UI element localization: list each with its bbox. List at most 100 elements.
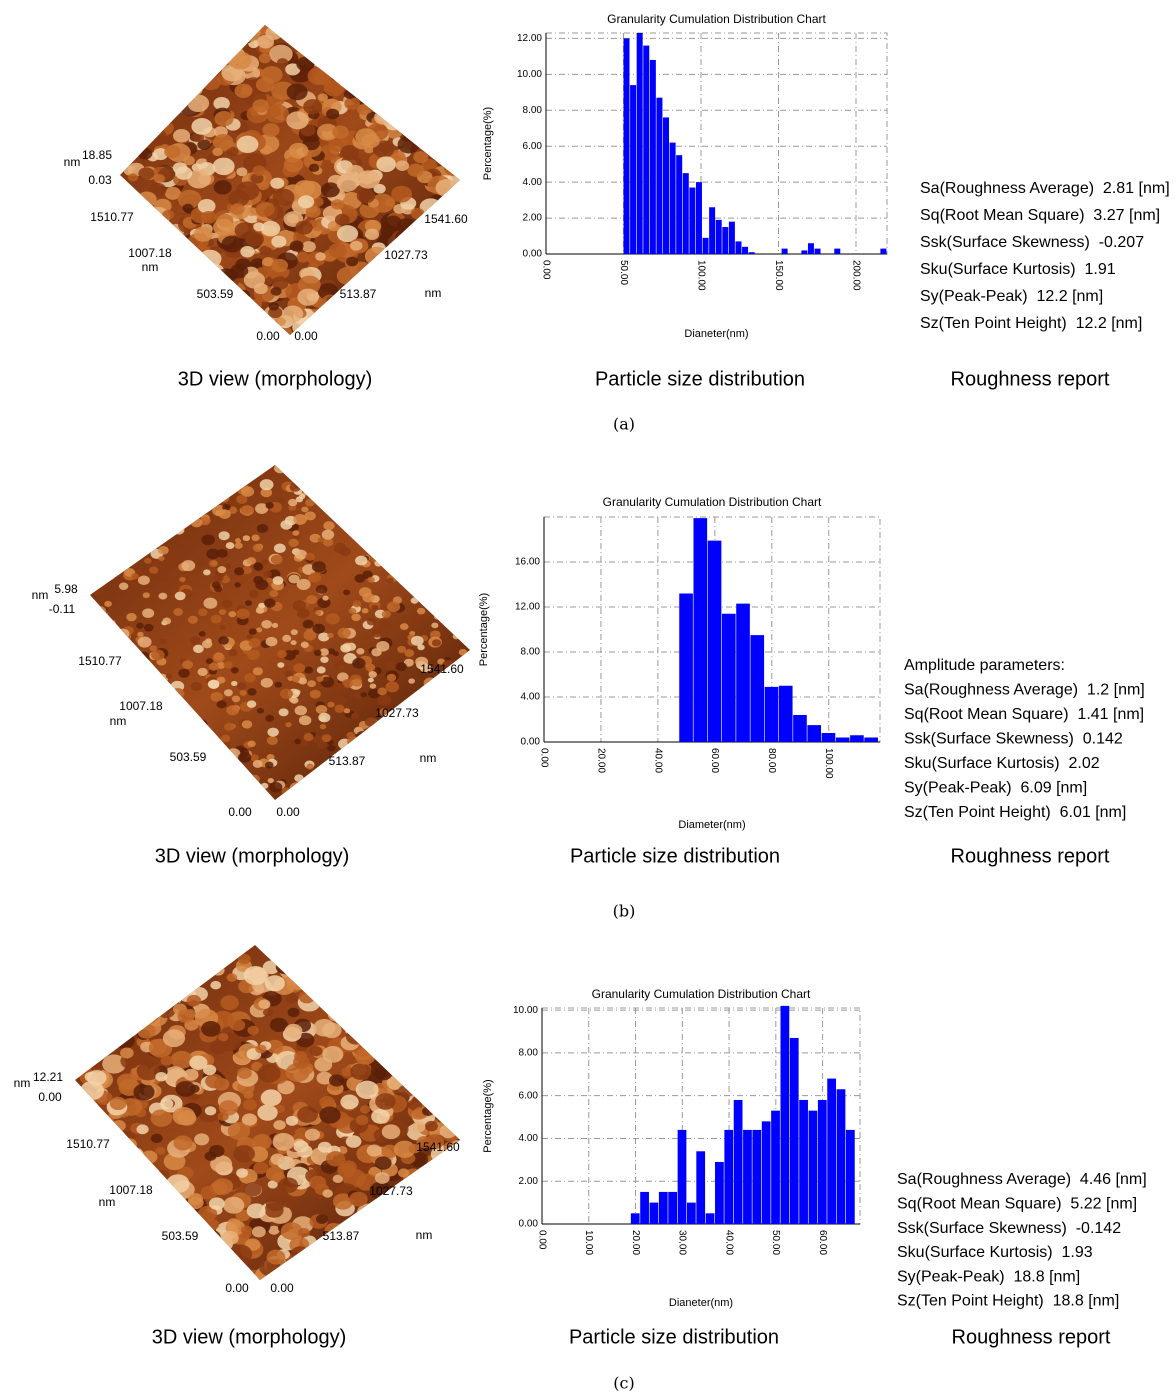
bar xyxy=(733,1099,743,1224)
surface-grain xyxy=(212,653,225,663)
surface-grain xyxy=(296,578,311,591)
surface-grain xyxy=(219,625,226,630)
surface-grain xyxy=(400,561,412,571)
surface-grain xyxy=(439,471,447,478)
bar xyxy=(742,246,749,254)
surface-grain xyxy=(392,1032,407,1044)
surface-grain xyxy=(178,668,190,678)
surface-grain xyxy=(395,160,410,171)
surface-grain xyxy=(401,323,425,335)
surface-grain xyxy=(128,1197,153,1217)
surface-grain xyxy=(270,554,283,565)
surface-grain xyxy=(348,982,364,995)
surface-grain xyxy=(164,278,187,296)
surface-grain xyxy=(382,513,389,519)
surface-grain xyxy=(439,316,460,334)
surface-grain xyxy=(265,1195,286,1212)
surface-grain xyxy=(226,762,238,772)
surface-grain xyxy=(260,487,273,498)
surface-grain xyxy=(195,555,209,566)
surface-grain xyxy=(265,1166,284,1182)
surface-grain xyxy=(319,648,329,656)
surface-grain xyxy=(343,708,351,714)
surface-grain xyxy=(428,114,452,133)
surface-grain xyxy=(453,481,463,489)
surface-grain xyxy=(336,479,345,486)
surface-grain xyxy=(120,108,136,122)
surface-grain xyxy=(441,1163,457,1176)
report-line: Sy(Peak-Peak) 6.09 [nm] xyxy=(904,780,1087,797)
surface-grain xyxy=(453,487,467,498)
bar xyxy=(864,737,878,742)
surface-grain xyxy=(120,311,136,330)
surface-grain xyxy=(153,109,172,124)
surface-grain xyxy=(304,478,314,486)
surface-grain xyxy=(425,976,445,992)
surface-grain xyxy=(351,712,360,720)
surface-grain xyxy=(286,111,309,130)
surface-grain xyxy=(364,77,383,93)
surface-grain xyxy=(435,123,450,136)
surface-grain xyxy=(297,195,315,209)
surface-grain xyxy=(453,689,463,697)
surface-grain xyxy=(321,46,344,64)
surface-grain xyxy=(127,173,139,182)
surface-grain xyxy=(140,731,155,743)
x-tick-label: 100.00 xyxy=(823,748,834,779)
surface-grain xyxy=(255,77,275,93)
surface-grain xyxy=(271,235,287,248)
surface-grain xyxy=(337,483,346,491)
surface-grain xyxy=(302,981,318,994)
surface-grain xyxy=(285,722,292,728)
surface-grain xyxy=(154,487,162,495)
surface-grain xyxy=(418,506,430,516)
surface-grain xyxy=(157,1193,171,1205)
surface-grain xyxy=(227,327,244,335)
surface-grain xyxy=(230,667,239,674)
surface-grain xyxy=(189,636,201,645)
surface-grain xyxy=(416,1206,439,1225)
surface-grain xyxy=(123,154,134,164)
surface-grain xyxy=(151,46,163,56)
surface-grain xyxy=(131,489,139,495)
surface-grain xyxy=(320,676,335,688)
chart-title: Granularity Cumulation Distribution Char… xyxy=(607,12,826,26)
surface-grain xyxy=(386,294,400,306)
surface-grain xyxy=(383,1046,397,1057)
surface-grain xyxy=(422,1081,439,1094)
surface-grain xyxy=(185,777,199,788)
surface-grain xyxy=(154,277,168,288)
surface-grain xyxy=(140,276,163,294)
surface-grain xyxy=(124,1261,139,1273)
surface-grain xyxy=(136,743,149,754)
surface-grain xyxy=(376,81,393,95)
surface-grain xyxy=(395,303,406,312)
surface-grain xyxy=(148,792,157,799)
surface-grain xyxy=(443,568,452,576)
surface-grain xyxy=(209,1144,225,1158)
y-tick-label: 2.00 xyxy=(519,1176,539,1187)
surface-grain xyxy=(442,43,460,61)
surface-grain xyxy=(288,504,297,511)
surface-grain xyxy=(336,225,359,243)
surface-grain xyxy=(120,1047,134,1059)
bar xyxy=(668,1191,678,1224)
surface-grain xyxy=(266,1039,284,1054)
surface-grain xyxy=(165,43,187,62)
surface-grain xyxy=(234,567,245,576)
surface-grain xyxy=(447,1199,460,1214)
surface-grain xyxy=(374,1156,392,1170)
surface-grain xyxy=(138,167,155,180)
y-tick-label: 0.00 xyxy=(521,737,541,748)
surface-grain xyxy=(364,1244,377,1254)
surface-grain xyxy=(449,1173,460,1183)
surface-grain xyxy=(364,228,380,240)
surface-grain xyxy=(87,957,110,976)
surface-grain xyxy=(143,34,166,53)
surface-grain xyxy=(382,514,395,524)
surface-y-tick: 0.00 xyxy=(228,805,252,819)
surface-grain xyxy=(149,945,172,964)
surface-grain xyxy=(445,1025,458,1035)
surface-grain xyxy=(166,553,179,564)
surface-grain xyxy=(278,708,289,717)
